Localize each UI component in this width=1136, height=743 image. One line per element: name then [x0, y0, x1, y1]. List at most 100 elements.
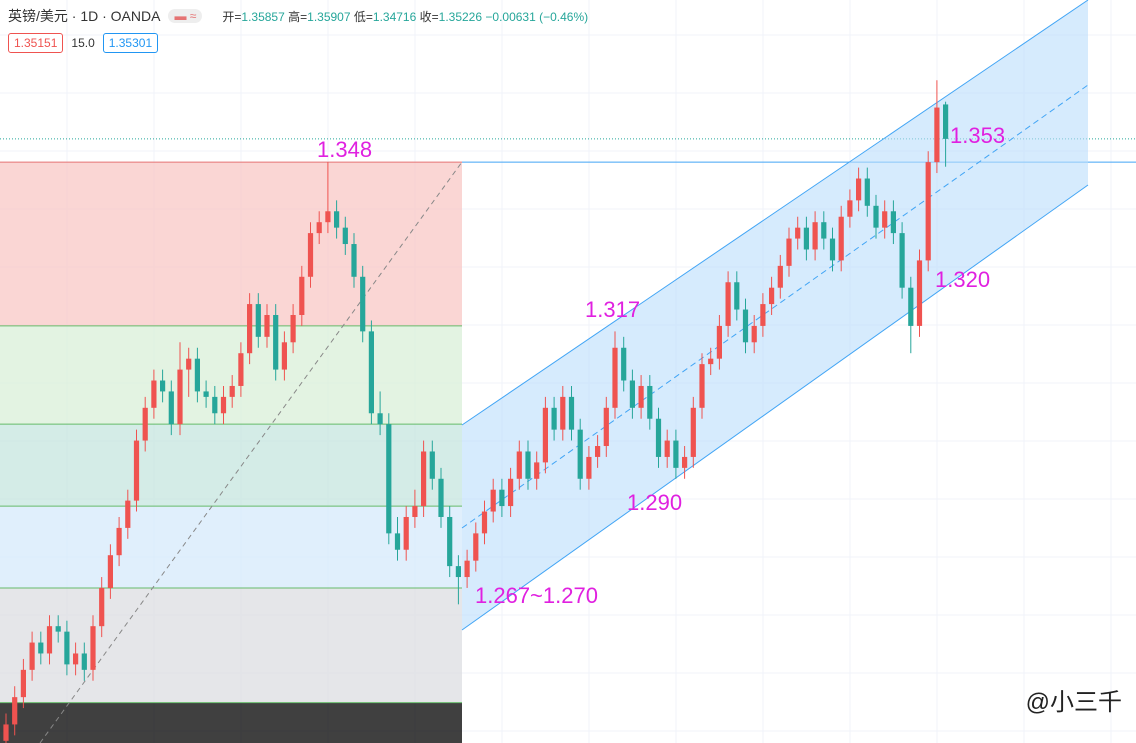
bid[interactable]: 1.35151	[8, 33, 64, 53]
candle-body	[847, 200, 853, 217]
candle-body	[551, 407, 557, 430]
annotation: 1.317	[585, 297, 640, 322]
candle-body	[12, 697, 18, 725]
candle-body	[568, 396, 575, 430]
candle-body	[307, 233, 314, 277]
candle-body	[655, 418, 662, 457]
candle-body	[464, 560, 470, 578]
annotation: 1.267~1.270	[475, 583, 598, 608]
candle-body	[777, 265, 783, 288]
annotation: 1.348	[317, 137, 372, 162]
ask[interactable]: 1.35301	[102, 33, 159, 53]
candle-body	[290, 314, 296, 343]
candle-body	[734, 282, 740, 310]
candle-body	[760, 304, 766, 326]
fib-zone	[0, 506, 462, 588]
candle-body	[560, 396, 566, 430]
candle-body	[160, 380, 166, 392]
candle-body	[46, 626, 53, 654]
candle-body	[133, 440, 140, 501]
candle-body	[3, 724, 9, 741]
candle-body	[899, 233, 905, 288]
candle-body	[203, 391, 209, 397]
candle-body	[394, 533, 401, 550]
candle-body	[751, 325, 757, 343]
fib-zone	[0, 162, 462, 326]
channel-lower	[461, 184, 1089, 631]
candle-body	[638, 385, 644, 408]
candle-body	[29, 642, 35, 670]
candle-body	[281, 342, 287, 370]
candle-body	[64, 631, 70, 665]
candle-body	[455, 566, 461, 578]
change: −0.00631 (−0.46%)	[485, 9, 589, 24]
candle-body	[473, 533, 479, 561]
candle-body	[812, 222, 818, 250]
fib-trend	[39, 161, 463, 743]
candle-body	[490, 489, 496, 512]
candle-body	[769, 287, 775, 305]
candle-body	[212, 396, 218, 414]
candle-body	[699, 364, 705, 408]
candle-body	[481, 511, 488, 534]
candle-body	[412, 506, 418, 517]
field-label: 低=	[353, 9, 373, 24]
header: 英镑/美元 · 1D · OANDA ▬ ≈ 开=1.35857 高=1.359…	[8, 6, 588, 26]
field-value: 1.35907	[307, 9, 351, 24]
candle-body	[168, 391, 174, 425]
candle-body	[629, 380, 635, 408]
candle-body	[516, 451, 522, 479]
candle-body	[125, 500, 131, 528]
candle-body	[403, 516, 409, 550]
candle-body	[795, 227, 801, 239]
candle-body	[273, 314, 279, 370]
candle-body	[220, 396, 227, 414]
fib-zones	[0, 138, 1136, 743]
candle-body	[508, 478, 514, 507]
annotation: 1.290	[627, 490, 682, 515]
candle-body	[534, 462, 540, 479]
candle-body	[856, 178, 862, 201]
candle-body	[55, 626, 61, 632]
candle-body	[360, 276, 366, 332]
candle-body	[725, 282, 731, 326]
field-label: 高=	[288, 9, 308, 24]
candle-body	[621, 347, 627, 381]
candle-body	[229, 385, 235, 397]
candle-body	[368, 331, 374, 414]
candle-body	[690, 407, 696, 457]
field-value: 1.35857	[241, 9, 285, 24]
candle-body	[873, 205, 879, 228]
field-value: 1.35226	[438, 9, 483, 24]
spread: 15.0	[71, 36, 95, 50]
candle-body	[742, 309, 749, 343]
candle-body	[386, 424, 392, 534]
candle-body	[803, 227, 809, 250]
candle-body	[151, 380, 157, 408]
candle-body	[247, 304, 253, 354]
channel-mid	[461, 84, 1089, 529]
candle-body	[351, 244, 357, 277]
candle-body	[673, 440, 679, 468]
candle-body	[73, 653, 79, 665]
channel-upper	[461, 0, 1089, 426]
candle-body	[925, 162, 931, 261]
candle-body	[264, 314, 270, 337]
candle-body	[107, 555, 113, 588]
candle-body	[186, 358, 192, 370]
candle-body	[325, 211, 331, 223]
candle-body	[916, 260, 923, 326]
mode-toggle[interactable]: ▬ ≈	[168, 9, 203, 23]
field-label: 开=	[222, 9, 242, 24]
candle-body	[708, 358, 714, 365]
candle-body	[647, 385, 653, 419]
candle-body	[116, 527, 122, 556]
candle-body	[316, 222, 322, 234]
candles	[3, 80, 949, 743]
candle-body	[499, 489, 505, 507]
annotation: 1.320	[935, 267, 990, 292]
fib-zone	[0, 325, 462, 425]
candle-body	[194, 358, 200, 392]
